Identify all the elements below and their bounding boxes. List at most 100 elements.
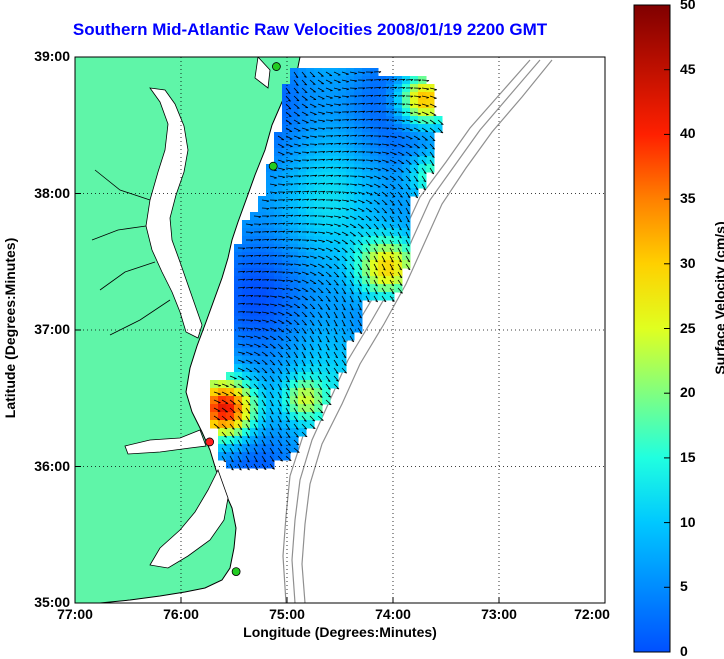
- velocity-arrow: [293, 399, 298, 407]
- velocity-arrow: [341, 71, 349, 76]
- velocity-arrow: [317, 215, 326, 218]
- velocity-arrow: [317, 71, 324, 77]
- velocity-arrow: [381, 135, 390, 138]
- station-markers: [205, 62, 281, 577]
- velocity-arrow: [341, 167, 350, 170]
- velocity-arrow: [333, 111, 342, 114]
- velocity-arrow: [221, 431, 227, 438]
- velocity-arrow: [277, 383, 282, 391]
- velocity-arrow: [341, 207, 349, 211]
- velocity-arrow: [373, 159, 381, 163]
- velocity-arrow: [381, 231, 387, 239]
- velocity-arrow: [261, 287, 270, 290]
- velocity-arrow: [285, 327, 292, 333]
- velocity-arrow: [253, 375, 260, 382]
- velocity-arrow: [365, 175, 373, 179]
- velocity-arrow: [349, 111, 358, 114]
- velocity-arrow: [261, 303, 270, 307]
- velocity-arrow: [229, 463, 234, 471]
- velocity-arrow: [285, 238, 294, 242]
- velocity-arrow: [309, 415, 316, 422]
- velocity-arrow: [325, 119, 334, 122]
- velocity-arrow: [333, 287, 339, 294]
- velocity-arrow: [349, 103, 358, 106]
- velocity-arrow: [253, 399, 259, 406]
- velocity-arrow: [357, 134, 366, 137]
- velocity-arrow: [341, 134, 350, 137]
- velocity-arrow: [253, 423, 258, 431]
- velocity-arrow: [293, 247, 302, 250]
- velocity-arrow: [373, 167, 381, 171]
- velocity-arrow: [309, 190, 318, 193]
- velocity-arrow: [317, 367, 322, 375]
- velocity-arrow: [301, 182, 310, 186]
- delaware-bay: [254, 57, 271, 89]
- velocity-arrow: [245, 223, 254, 227]
- albemarle-sound: [124, 429, 207, 455]
- velocity-arrow: [389, 231, 394, 239]
- velocity-arrow: [397, 119, 406, 123]
- velocity-arrow: [301, 319, 308, 326]
- velocity-arrow: [317, 247, 325, 251]
- velocity-arrow: [253, 415, 258, 423]
- velocity-arrow: [357, 207, 365, 212]
- velocity-arrow: [253, 407, 259, 415]
- velocity-arrow: [293, 135, 301, 140]
- velocity-arrow: [421, 79, 430, 82]
- velocity-arrow: [301, 231, 310, 234]
- velocity-arrow: [389, 279, 395, 287]
- x-tick-label: 73:00: [481, 606, 517, 622]
- velocity-arrow: [285, 214, 294, 217]
- velocity-arrow: [341, 142, 350, 145]
- velocity-arrow: [277, 271, 286, 274]
- velocity-arrow: [245, 262, 254, 265]
- velocity-arrow: [213, 415, 221, 421]
- velocity-arrow: [421, 183, 427, 191]
- velocity-arrow: [237, 431, 243, 439]
- velocity-arrow: [293, 359, 299, 367]
- velocity-arrow: [293, 407, 299, 415]
- velocity-arrow: [429, 167, 435, 175]
- velocity-arrow: [245, 391, 252, 398]
- velocity-arrow: [293, 111, 301, 117]
- velocity-arrow: [277, 447, 283, 454]
- velocity-arrow: [317, 295, 324, 302]
- velocity-arrow: [277, 191, 286, 194]
- velocity-arrow: [421, 103, 429, 107]
- velocity-arrow: [341, 295, 346, 303]
- velocity-arrow: [245, 311, 254, 314]
- velocity-arrow: [285, 351, 291, 358]
- velocity-arrow: [365, 79, 374, 82]
- velocity-arrow: [229, 407, 236, 414]
- velocity-arrow: [349, 215, 357, 220]
- velocity-arrow: [405, 111, 414, 115]
- velocity-arrow: [229, 399, 236, 405]
- velocity-arrow: [253, 367, 260, 373]
- velocity-arrow: [365, 223, 372, 230]
- velocity-arrow: [373, 215, 380, 222]
- velocity-arrow: [261, 327, 269, 332]
- velocity-arrow: [237, 294, 246, 297]
- velocity-arrow: [333, 263, 340, 269]
- velocity-arrow: [301, 175, 310, 178]
- velocity-arrow: [261, 399, 267, 407]
- velocity-arrow: [245, 278, 254, 281]
- velocity-arrow: [333, 375, 339, 382]
- velocity-arrow: [277, 143, 285, 148]
- velocity-arrow: [373, 118, 382, 122]
- velocity-arrow: [229, 431, 235, 438]
- velocity-arrow: [269, 222, 278, 226]
- velocity-arrow: [357, 215, 365, 221]
- pamlico-sound: [149, 468, 229, 569]
- velocity-arrow: [261, 199, 270, 203]
- velocity-arrow: [421, 111, 429, 116]
- velocity-arrow: [325, 335, 330, 343]
- velocity-arrow: [405, 151, 413, 157]
- velocity-arrow: [365, 287, 370, 295]
- velocity-arrow: [349, 159, 358, 162]
- velocity-arrow: [261, 231, 270, 234]
- velocity-arrow: [309, 351, 314, 359]
- velocity-arrow: [229, 423, 235, 430]
- velocity-arrow: [245, 294, 254, 298]
- velocity-arrow: [317, 103, 325, 108]
